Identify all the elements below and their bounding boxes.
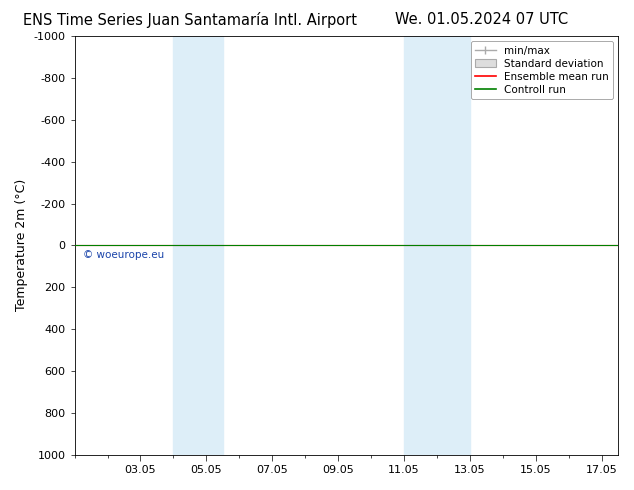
Text: © woeurope.eu: © woeurope.eu <box>82 249 164 260</box>
Text: We. 01.05.2024 07 UTC: We. 01.05.2024 07 UTC <box>395 12 569 27</box>
Legend: min/max, Standard deviation, Ensemble mean run, Controll run: min/max, Standard deviation, Ensemble me… <box>470 41 613 99</box>
Text: ENS Time Series Juan Santamaría Intl. Airport: ENS Time Series Juan Santamaría Intl. Ai… <box>23 12 357 28</box>
Y-axis label: Temperature 2m (°C): Temperature 2m (°C) <box>15 179 28 312</box>
Bar <box>173 36 223 455</box>
Bar <box>404 36 470 455</box>
